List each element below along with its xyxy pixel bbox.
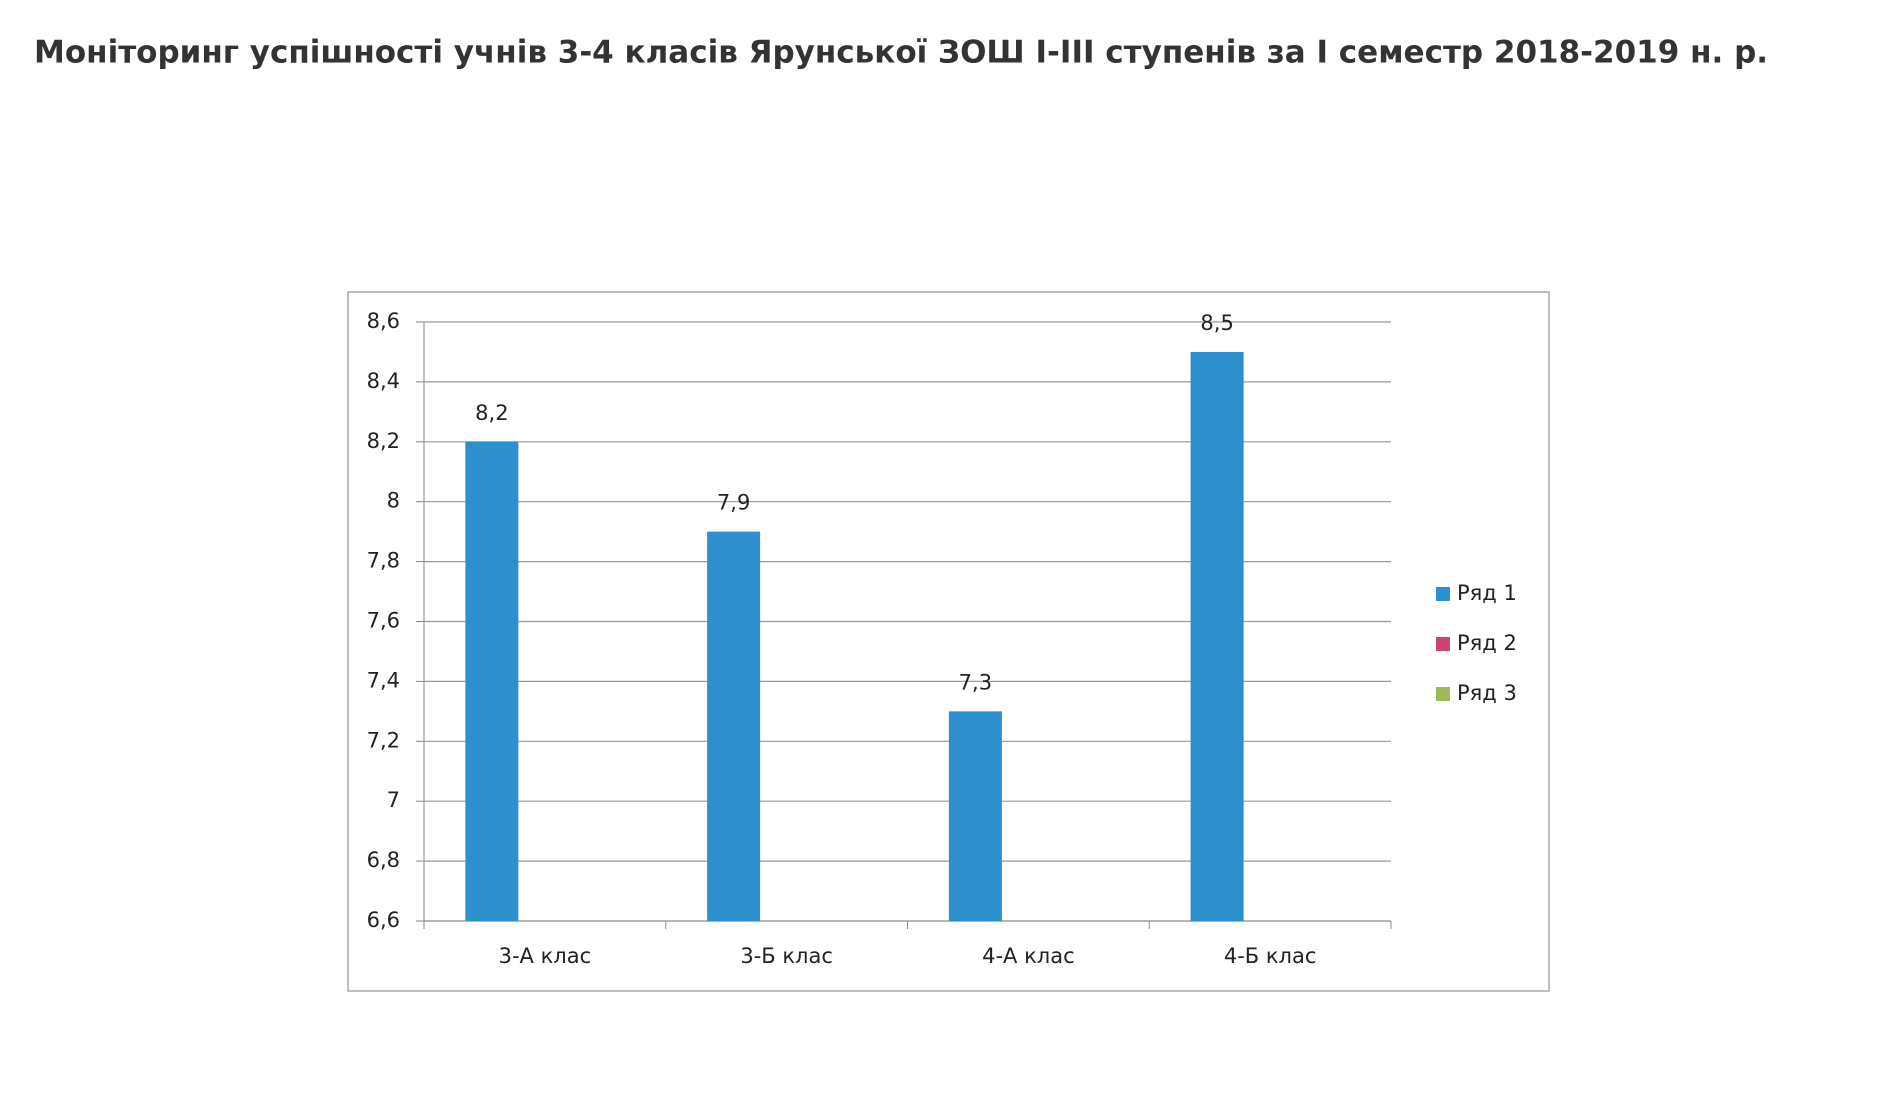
y-tick-label: 7,8 [367,549,400,573]
data-label: 8,5 [1200,311,1233,335]
y-tick-label: 8 [387,489,400,513]
data-label: 8,2 [475,401,508,425]
legend-label: Ряд 2 [1457,631,1517,655]
y-tick-label: 7,4 [367,668,400,692]
bar [948,711,1002,921]
x-tick-label: 3-Б клас [740,944,833,968]
bar [465,441,519,921]
bar [707,531,761,921]
y-tick-label: 7,6 [367,609,400,633]
legend-swatch [1436,587,1450,601]
y-tick-label: 8,4 [367,369,400,393]
data-label: 7,9 [717,491,750,515]
legend-swatch [1436,687,1450,701]
x-tick-label: 4-Б клас [1224,944,1317,968]
x-tick-label: 3-А клас [499,944,592,968]
legend-label: Ряд 3 [1457,681,1517,705]
legend-swatch [1436,637,1450,651]
y-tick-label: 6,6 [367,908,400,932]
y-tick-label: 6,8 [367,848,400,872]
y-tick-label: 8,2 [367,429,400,453]
bar [1190,351,1244,921]
y-tick-label: 7 [387,788,400,812]
y-tick-label: 8,6 [367,309,400,333]
chart-title: Моніторинг успішності учнів 3-4 класів Я… [34,35,1768,71]
data-label: 7,3 [959,670,992,694]
chart-frame [347,291,1550,992]
legend-label: Ряд 1 [1457,581,1517,605]
y-tick-label: 7,2 [367,728,400,752]
x-tick-label: 4-А клас [982,944,1075,968]
